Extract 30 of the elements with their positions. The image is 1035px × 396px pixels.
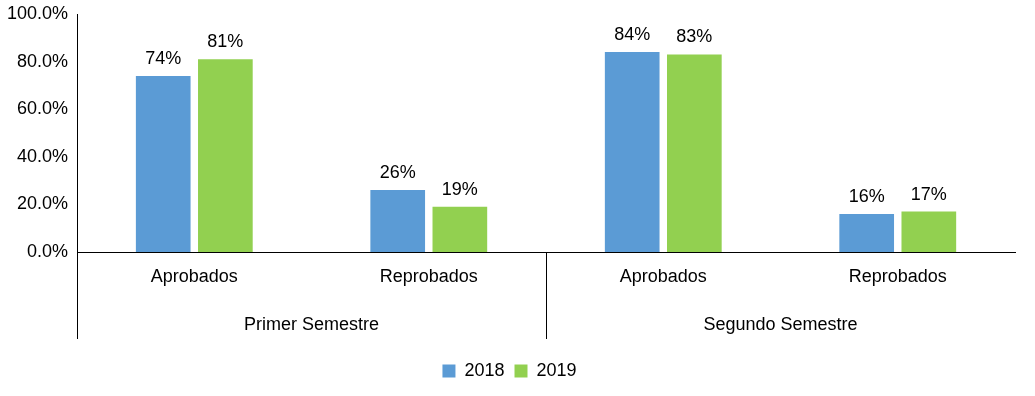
data-label: 84%	[614, 24, 651, 45]
bar	[198, 59, 253, 252]
x-tick-label: Aprobados	[619, 265, 707, 286]
data-label: 16%	[848, 185, 885, 206]
bar	[370, 190, 426, 252]
legend-label: 2018	[464, 359, 505, 380]
bar	[604, 52, 660, 252]
bar	[135, 75, 191, 252]
y-tick-label: 80.0%	[17, 50, 69, 71]
data-label: 83%	[676, 26, 713, 47]
text: Primer Semestre	[244, 313, 380, 334]
y-tick-label: 60.0%	[17, 98, 69, 119]
bar	[901, 211, 957, 252]
data-label: 19%	[441, 178, 478, 199]
data-label: 26%	[379, 162, 416, 183]
x-tick-label: Reprobados	[848, 265, 947, 286]
x-tick-label: Reprobados	[379, 265, 478, 286]
bar	[432, 206, 488, 252]
x-tick-label: Aprobados	[150, 265, 238, 286]
bar	[667, 54, 722, 252]
text: Segundo Semestre	[703, 313, 858, 334]
data-label: 74%	[145, 47, 182, 68]
bar	[839, 213, 895, 252]
data-label: 81%	[207, 31, 244, 52]
data-label: 17%	[910, 183, 947, 204]
y-tick-label: 20.0%	[17, 193, 69, 214]
legend-label: 2019	[536, 359, 577, 380]
y-tick-label: 100.0%	[6, 2, 69, 23]
y-tick-label: 0.0%	[27, 240, 69, 261]
y-tick-label: 40.0%	[17, 145, 69, 166]
